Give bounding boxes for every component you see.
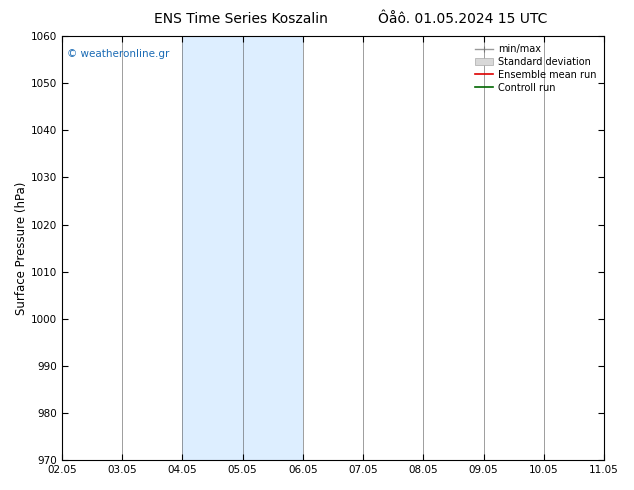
Legend: min/max, Standard deviation, Ensemble mean run, Controll run: min/max, Standard deviation, Ensemble me… (472, 41, 599, 96)
Text: ENS Time Series Koszalin: ENS Time Series Koszalin (154, 12, 328, 26)
Y-axis label: Surface Pressure (hPa): Surface Pressure (hPa) (15, 181, 28, 315)
Text: © weatheronline.gr: © weatheronline.gr (67, 49, 170, 59)
Bar (183, 36, 303, 460)
Bar (604, 36, 634, 460)
Text: Ôåô. 01.05.2024 15 UTC: Ôåô. 01.05.2024 15 UTC (378, 12, 548, 26)
